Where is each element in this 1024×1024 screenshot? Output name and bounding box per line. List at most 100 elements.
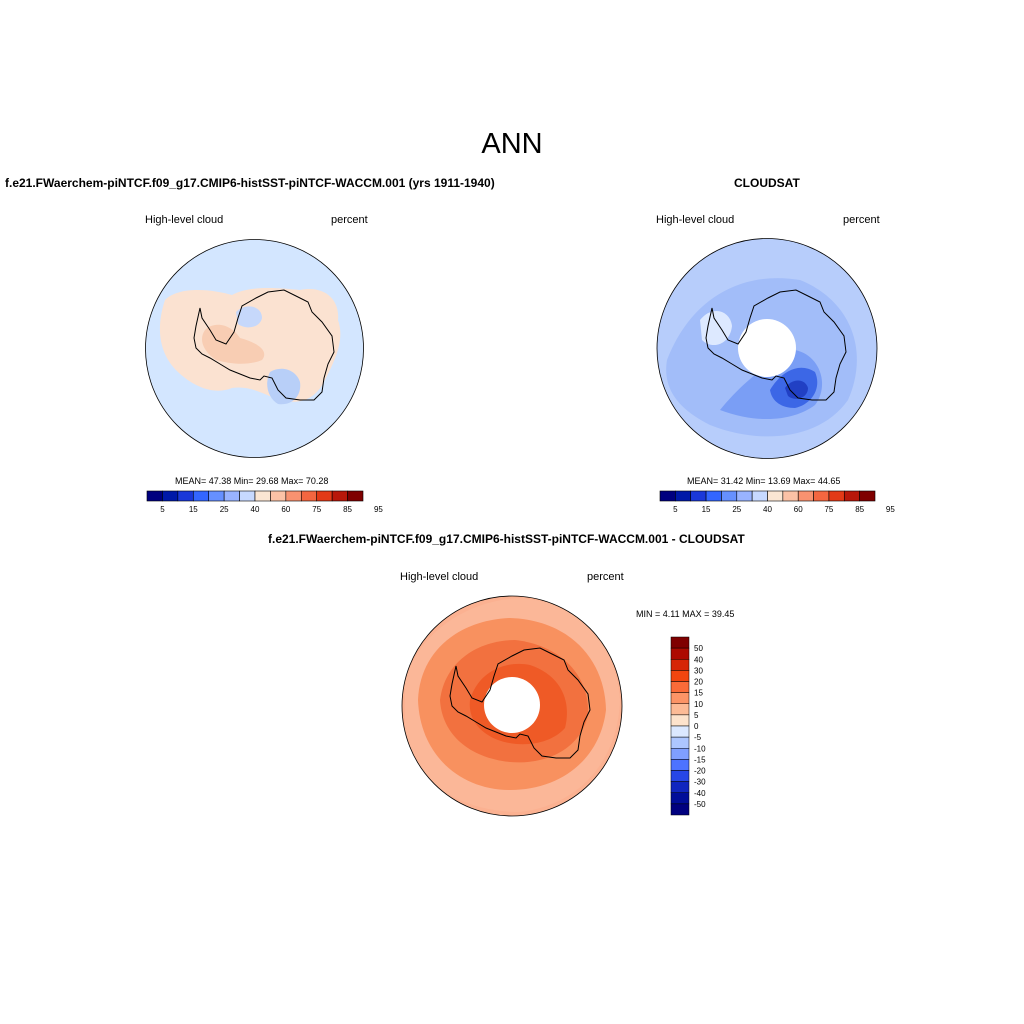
panel-1-colorbar-tick-label: 15 xyxy=(189,505,198,514)
panel-2-colorbar-swatch xyxy=(690,490,707,502)
panel-3-colorbar-swatch xyxy=(670,714,690,727)
panel-3-colorbar-swatch xyxy=(670,670,690,682)
panel-1-colorbar-tick-label: 40 xyxy=(251,505,260,514)
panel-3-colorbar-label: -15 xyxy=(694,755,706,764)
panel-3-colorbar-swatch xyxy=(670,736,690,749)
panel-2-colorbar-swatch xyxy=(859,490,876,502)
panel-3-colorbar-label: 0 xyxy=(694,722,699,731)
panel-3-colorbar-label: -40 xyxy=(694,789,706,798)
panel-1-title: f.e21.FWaerchem-piNTCF.f09_g17.CMIP6-his… xyxy=(5,176,495,190)
panel-2-colorbar-tick-label: 40 xyxy=(763,505,772,514)
panel-1-colorbar-swatch xyxy=(300,490,318,502)
panel-2-colorbar-swatch xyxy=(751,490,768,502)
panel-2-colorbar-swatch xyxy=(705,490,722,502)
panel-3-colorbar-label: 40 xyxy=(694,655,703,664)
panel-2-missing-data-region xyxy=(738,319,796,377)
panel-1-colorbar-tick-label: 85 xyxy=(343,505,352,514)
panel-2-units-label: percent xyxy=(843,214,880,226)
panel-1-stats: MEAN= 47.38 Min= 29.68 Max= 70.28 xyxy=(175,476,329,486)
panel-3-missing-data-region xyxy=(484,677,540,733)
panel-2-colorbar-swatch xyxy=(675,490,692,502)
panel-1-colorbar-swatch xyxy=(254,490,271,502)
panel-3-colorbar-label: 30 xyxy=(694,666,703,675)
panel-3-colorbar-swatch xyxy=(670,803,690,816)
panel-1-colorbar-swatch xyxy=(285,490,302,502)
panel-1-colorbar-swatch xyxy=(146,490,163,502)
panel-3-colorbar-swatch xyxy=(670,681,690,693)
panel-3-stats: MIN = 4.11 MAX = 39.45 xyxy=(636,609,735,619)
panel-3-colorbar-label: 15 xyxy=(694,689,703,698)
panel-1-colorbar-tick-label: 25 xyxy=(220,505,229,514)
panel-1-units-label: percent xyxy=(331,214,368,226)
panel-1-contour-low xyxy=(267,368,301,405)
panel-3-colorbar-label: -20 xyxy=(694,767,706,776)
panel-2-colorbar-tick-label: 75 xyxy=(824,505,833,514)
panel-3-colorbar-swatch xyxy=(670,647,690,660)
panel-2-colorbar-swatch xyxy=(782,490,799,502)
panel-3-colorbar-label: -50 xyxy=(694,800,706,809)
panel-2-colorbar-tick-label: 60 xyxy=(794,505,803,514)
panel-1-variable-label: High-level cloud xyxy=(145,214,224,226)
panel-1-colorbar-tick-label: 95 xyxy=(374,505,383,514)
panel-2-colorbar: 5 15 25 40 60 75 85 95 xyxy=(659,490,895,514)
panel-1-colorbar-tick-label: 75 xyxy=(312,505,321,514)
panel-3-colorbar-swatch xyxy=(670,748,690,760)
panel-1-colorbar-swatch xyxy=(177,490,194,502)
panel-3-colorbar-swatch xyxy=(670,703,690,716)
panel-3-colorbar-label: 10 xyxy=(694,700,703,709)
panel-3-colorbar-swatch xyxy=(670,725,690,738)
panel-1-colorbar-swatch xyxy=(162,490,179,502)
panel-2-contour-core xyxy=(785,380,808,399)
panel-3-colorbar-label: -10 xyxy=(694,744,706,753)
panel-1-colorbar-swatch xyxy=(239,490,256,502)
panel-3-colorbar-label: -30 xyxy=(694,778,706,787)
panel-3-colorbar-label: 50 xyxy=(694,644,703,653)
panel-1-colorbar-tick-label: 60 xyxy=(281,505,290,514)
panel-3-colorbar-label: -5 xyxy=(694,733,702,742)
panel-3-colorbar-swatch xyxy=(670,781,690,793)
panel-1-colorbar-swatch xyxy=(192,490,210,502)
panel-1-colorbar-swatch xyxy=(270,490,287,502)
panel-2-colorbar-swatch xyxy=(828,490,845,502)
panel-1-colorbar-swatch xyxy=(316,490,333,502)
panel-2-colorbar-swatch xyxy=(659,490,676,502)
panel-3-map xyxy=(401,595,623,817)
panel-3-colorbar-label: 5 xyxy=(694,711,699,720)
panel-1-contour-core xyxy=(202,324,265,364)
panel-2-colorbar-swatch xyxy=(721,490,738,502)
panel-2-colorbar-swatch xyxy=(767,490,784,502)
panel-1-colorbar-swatch xyxy=(208,490,225,502)
panel-1-colorbar-swatch xyxy=(331,490,348,502)
panel-3-colorbar-swatch xyxy=(670,759,690,771)
panel-2-colorbar-swatch xyxy=(813,490,830,502)
panel-3-title: f.e21.FWaerchem-piNTCF.f09_g17.CMIP6-his… xyxy=(268,532,745,546)
panel-2-colorbar-swatch xyxy=(843,490,860,502)
figure-title: ANN xyxy=(481,128,543,160)
panel-3-colorbar-swatch xyxy=(670,636,690,649)
panel-3-units-label: percent xyxy=(587,571,624,583)
panel-2-contour-light xyxy=(700,311,732,346)
panel-1-contour-low-2 xyxy=(236,306,262,328)
panel-2-stats: MEAN= 31.42 Min= 13.69 Max= 44.65 xyxy=(687,476,841,486)
panel-1-colorbar: 5 15 25 40 60 75 85 95 xyxy=(146,490,383,514)
panel-1-colorbar-swatch xyxy=(347,490,364,502)
panel-2-map xyxy=(656,238,878,459)
panel-2-colorbar-tick-label: 95 xyxy=(886,505,895,514)
panel-2-colorbar-tick-label: 15 xyxy=(702,505,711,514)
panel-2-variable-label: High-level cloud xyxy=(656,214,735,226)
panel-3-colorbar-swatch xyxy=(670,792,690,805)
panel-3-colorbar-swatch xyxy=(670,770,690,782)
panel-3-colorbar-swatch xyxy=(670,692,690,704)
panel-1-map xyxy=(145,239,364,458)
panel-2-colorbar-swatch xyxy=(797,490,814,502)
panel-2-colorbar-tick-label: 5 xyxy=(673,505,678,514)
panel-2-colorbar-swatch xyxy=(736,490,753,502)
panel-1-colorbar-swatch xyxy=(223,490,240,502)
panel-2-colorbar-tick-label: 85 xyxy=(855,505,864,514)
panel-3-colorbar-label: 20 xyxy=(694,678,703,687)
panel-1-colorbar-tick-label: 5 xyxy=(160,505,165,514)
panel-3-variable-label: High-level cloud xyxy=(400,571,479,583)
panel-3-colorbar-swatch xyxy=(670,659,690,671)
